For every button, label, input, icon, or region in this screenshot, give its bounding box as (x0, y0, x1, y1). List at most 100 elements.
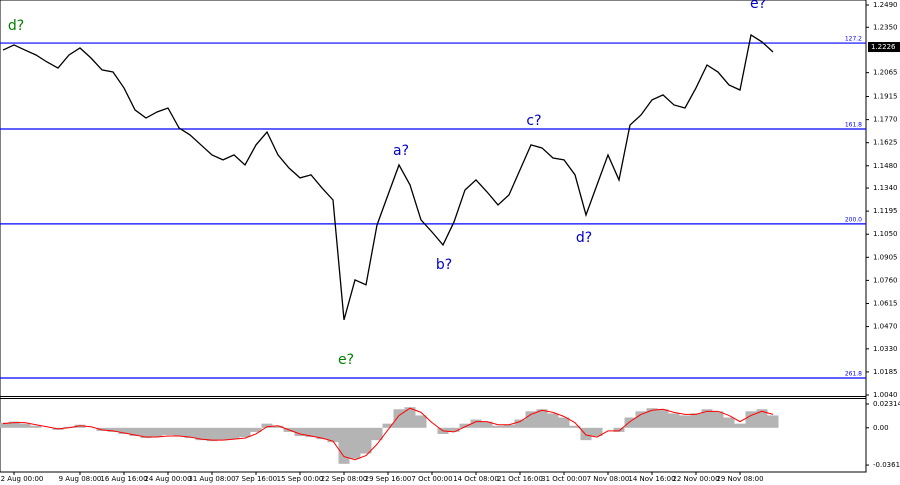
histogram-bar (250, 427, 262, 432)
x-tick-label: 7 Oct 00:00 (411, 475, 452, 483)
y-tick-label: 1.2065 (873, 69, 898, 77)
histogram-bar (558, 417, 570, 428)
signal-line (2, 407, 774, 461)
level-label: 261.8 (845, 370, 862, 377)
histogram-bar (657, 409, 669, 428)
histogram-bar (580, 427, 592, 441)
y-tick-label: 0.00 (873, 424, 889, 432)
histogram-bar (404, 407, 416, 428)
wave-label: a? (393, 143, 409, 159)
histogram-bar (734, 423, 746, 428)
y-tick-label: 1.0760 (873, 276, 898, 284)
histogram-bar (294, 427, 306, 437)
last-price-tag (868, 42, 900, 53)
x-tick-label: 31 Oct 00:00 (541, 475, 587, 483)
histogram-bar (382, 423, 394, 428)
histogram-bar (569, 425, 581, 428)
histogram-bar (635, 411, 647, 428)
histogram-bar (151, 427, 163, 438)
x-tick-label: 24 Aug 00:00 (144, 475, 191, 483)
histogram-bar (118, 427, 130, 434)
histogram-bar (470, 419, 482, 428)
histogram-bar (349, 427, 361, 459)
histogram-bar (371, 427, 383, 441)
histogram-bar (393, 409, 405, 428)
y-tick-label: 1.0905 (873, 253, 898, 261)
histogram-bar (360, 427, 372, 454)
y-tick-label: 1.2490 (873, 1, 898, 9)
histogram-bar (228, 427, 240, 440)
histogram-bar (481, 421, 493, 428)
y-tick-label: -0.03619 (873, 461, 900, 469)
histogram-bar (272, 425, 284, 428)
histogram-bar (624, 417, 636, 428)
last-price-label: 1.2226 (871, 43, 896, 51)
x-tick-label: 29 Sep 16:00 (365, 475, 412, 483)
histogram-bar (74, 424, 86, 428)
wave-label: e? (338, 352, 354, 368)
price-line (2, 33, 774, 321)
histogram-bar (745, 411, 757, 428)
y-tick-label: 1.1915 (873, 93, 898, 101)
x-tick-label: 21 Oct 16:00 (497, 475, 543, 483)
histogram-bar (723, 417, 735, 428)
x-tick-label: 15 Sep 00:00 (277, 475, 324, 483)
histogram-bar (239, 427, 251, 438)
x-tick-label: 7 Nov 08:00 (587, 475, 630, 483)
histogram-bar (162, 427, 174, 435)
histogram-bar (415, 415, 427, 428)
histogram-bar (756, 409, 768, 428)
histogram-bar (8, 421, 20, 428)
histogram-bar (668, 413, 680, 428)
level-label: 200.0 (845, 216, 862, 223)
y-tick-label: 1.1050 (873, 230, 898, 238)
y-tick-label: 1.2350 (873, 23, 898, 31)
level-label: 127.2 (845, 36, 862, 43)
histogram-bar (459, 423, 471, 428)
histogram-bar (0, 422, 9, 428)
wave-label: c? (526, 113, 541, 129)
histogram-bar (525, 411, 537, 428)
histogram-bar (206, 427, 218, 442)
histogram-bar (613, 427, 625, 432)
histogram-bar (184, 427, 196, 439)
y-tick-label: 1.1625 (873, 139, 898, 147)
histogram-bar (173, 427, 185, 437)
y-tick-label: 1.1480 (873, 162, 898, 170)
histogram-bar (217, 427, 229, 441)
y-tick-label: 0.02314 (873, 400, 900, 408)
histogram-bar (514, 419, 526, 428)
y-tick-label: 1.1195 (873, 207, 898, 215)
x-tick-label: 9 Aug 08:00 (59, 475, 102, 483)
histogram-bar (690, 413, 702, 428)
histogram-bar (767, 415, 779, 428)
histogram-bar (261, 423, 273, 428)
x-tick-label: 2 Aug 00:00 (1, 475, 44, 483)
x-tick-label: 22 Sep 08:00 (321, 475, 368, 483)
x-tick-label: 14 Oct 08:00 (453, 475, 499, 483)
y-tick-label: 1.0615 (873, 299, 898, 307)
histogram-bar (140, 427, 152, 439)
histogram-bar (129, 427, 141, 437)
wave-label: d? (8, 18, 24, 34)
histogram-bar (327, 427, 339, 443)
y-tick-label: 1.0470 (873, 323, 898, 331)
histogram-bar (712, 411, 724, 428)
wave-label: b? (436, 257, 452, 273)
histogram-bar (63, 426, 75, 428)
histogram-bar (492, 425, 504, 428)
histogram-bar (547, 413, 559, 428)
level-label: 161.8 (845, 122, 862, 129)
histogram-bar (305, 427, 317, 438)
x-tick-label: 16 Aug 16:00 (100, 475, 147, 483)
histogram-bar (195, 427, 207, 441)
y-tick-label: 1.0185 (873, 368, 898, 376)
x-tick-label: 14 Nov 16:00 (628, 475, 675, 483)
y-tick-label: 1.1340 (873, 184, 898, 192)
histogram-bar (536, 409, 548, 428)
y-tick-label: 1.0040 (873, 391, 898, 399)
histogram-bar (503, 424, 515, 428)
histogram-bar (591, 427, 603, 437)
histogram-bar (679, 415, 691, 428)
